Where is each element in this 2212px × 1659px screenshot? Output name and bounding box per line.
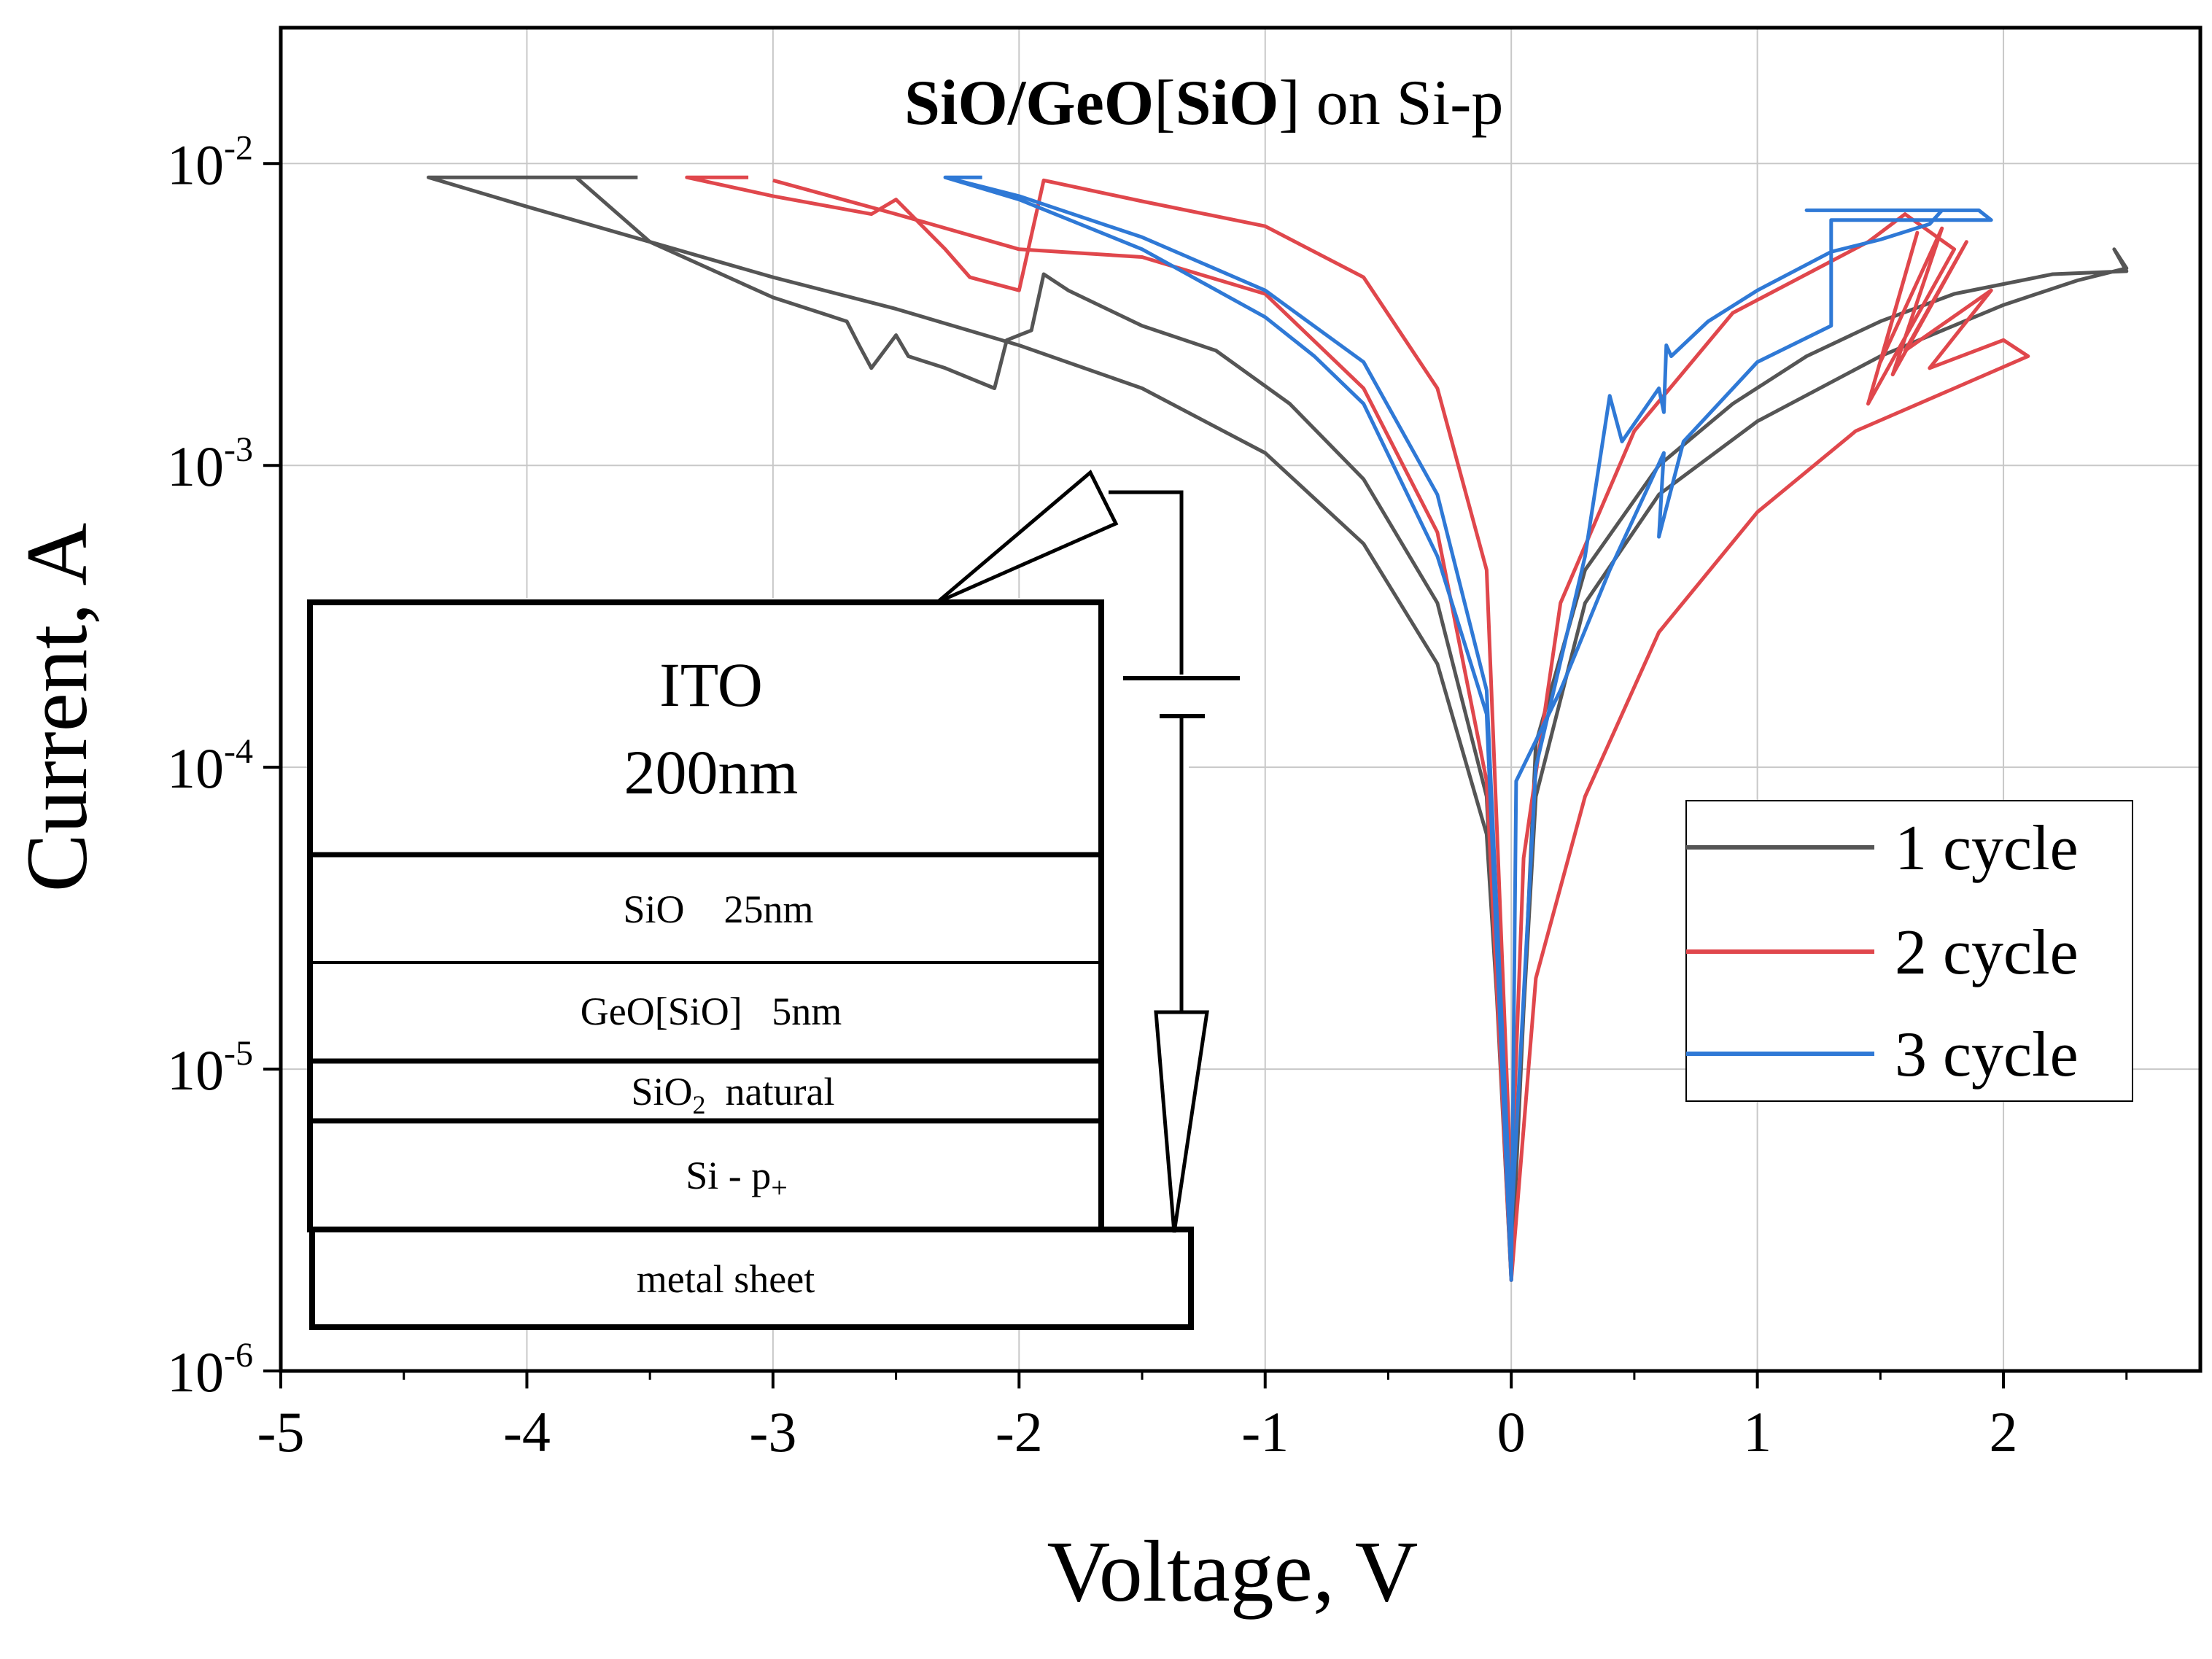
ito-thickness-label: 200nm [624, 737, 799, 807]
title-part-3: SiO [1176, 68, 1279, 139]
x-tick-label: -3 [749, 1400, 796, 1464]
legend-label-1-cycle: 1 cycle [1895, 813, 2079, 884]
x-tick-label: -2 [996, 1400, 1043, 1464]
plot-title: SiO/GeO[SiO] on Si-p [904, 68, 1503, 139]
series-line-1-cycle [427, 175, 2129, 1282]
series-line-3-cycle [943, 175, 1993, 1282]
metal-sheet-label: metal sheet [637, 1257, 815, 1301]
y-tick-base: 10 [167, 133, 224, 196]
y-tick-label: 10-5 [167, 1034, 253, 1102]
y-tick-base: 10 [167, 435, 224, 498]
inset-stack-frame [307, 599, 1104, 1232]
x-axis-ticks: -5 -4 -3 -2 -1 0 1 2 [257, 1371, 2128, 1464]
si-p-subscript: + [771, 1171, 788, 1204]
top-probe [936, 470, 1119, 605]
y-tick-label: 10-3 [167, 430, 253, 498]
y-tick-exponent: -2 [224, 128, 253, 167]
geo-layer-label: GeO[SiO] 5nm [581, 990, 842, 1033]
y-tick-label: 10-6 [167, 1336, 253, 1404]
y-axis-title: Current, A [8, 523, 105, 893]
legend: 1 cycle 2 cycle 3 cycle [1685, 800, 2133, 1102]
x-tick-label: -4 [503, 1400, 551, 1464]
series-group [427, 175, 2129, 1282]
y-tick-exponent: -3 [224, 430, 253, 469]
sio2-layer-label: SiO2 natural [632, 1070, 835, 1119]
bottom-probe [1154, 1010, 1209, 1233]
sio2-subscript: 2 [693, 1090, 706, 1119]
si-p-layer-label: Si - p+ [686, 1154, 788, 1204]
probe-wire [1109, 490, 1184, 675]
x-tick-label: 2 [1990, 1400, 2018, 1464]
y-tick-exponent: -5 [224, 1034, 253, 1073]
ito-label: ITO [659, 650, 763, 720]
title-part-1: SiO/GeO [904, 68, 1154, 139]
y-tick-exponent: -4 [224, 732, 253, 771]
y-axis-ticks: 10-210-310-410-510-6 [167, 128, 281, 1404]
y-tick-label: 10-4 [167, 732, 253, 800]
plot-frame [279, 26, 2203, 1373]
y-tick-base: 10 [167, 1340, 224, 1404]
title-part-2: [ [1154, 68, 1175, 139]
metal-sheet-box [309, 1227, 1194, 1330]
sio2-rest: natural [706, 1070, 835, 1114]
title-part-5: on Si-p [1300, 68, 1504, 139]
legend-label-3-cycle: 3 cycle [1895, 1019, 2079, 1090]
layer-stack-inset: ITO 200nm SiO 25nm GeO[SiO] 5nm SiO2 nat… [307, 470, 1240, 1330]
x-axis-title: Voltage, V [1047, 1523, 1419, 1620]
title-part-4: ] [1278, 68, 1300, 139]
y-tick-exponent: -6 [224, 1336, 253, 1375]
y-tick-base: 10 [167, 1038, 224, 1102]
y-tick-label: 10-2 [167, 128, 253, 196]
legend-label-2-cycle: 2 cycle [1895, 917, 2079, 988]
x-tick-label: -1 [1241, 1400, 1289, 1464]
x-tick-label: 0 [1497, 1400, 1526, 1464]
si-p-text: Si - p [686, 1154, 771, 1197]
x-tick-label: 1 [1743, 1400, 1771, 1464]
sio2-text: SiO [632, 1070, 693, 1114]
y-tick-base: 10 [167, 737, 224, 800]
x-tick-label: -5 [257, 1400, 305, 1464]
sio-layer-label: SiO 25nm [623, 887, 813, 931]
